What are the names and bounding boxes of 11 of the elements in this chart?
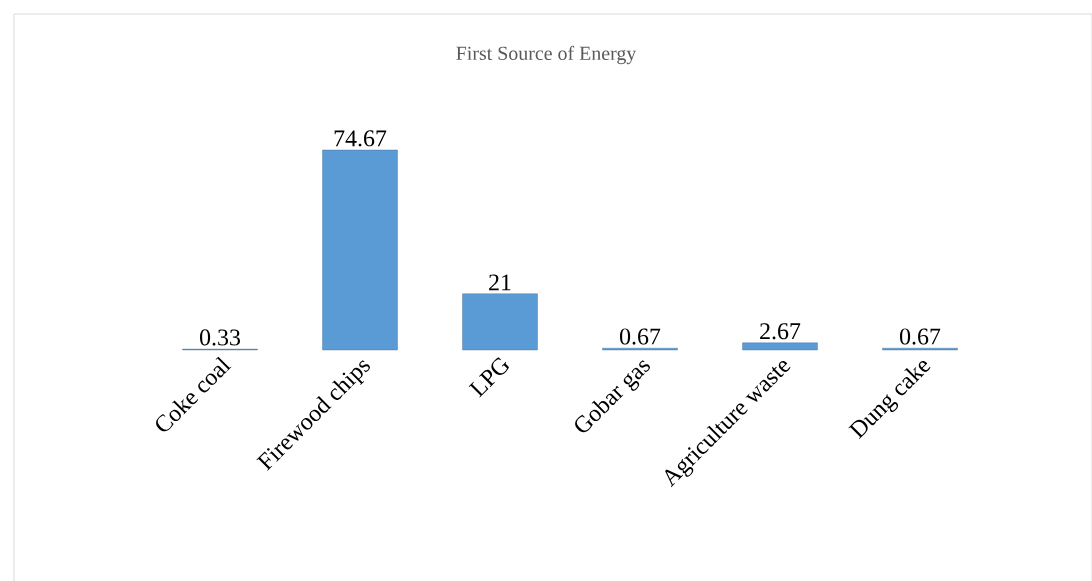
data-label: 0.33 xyxy=(200,329,240,346)
bar xyxy=(322,149,398,351)
data-label: 0.67 xyxy=(899,328,941,345)
bar xyxy=(742,342,818,351)
bar xyxy=(462,293,538,351)
x-tick-label: Coke coal xyxy=(156,356,232,432)
data-label: 74.67 xyxy=(334,130,387,147)
data-label: 2.67 xyxy=(760,323,801,340)
data-label: 0.67 xyxy=(619,328,661,345)
data-label: 21 xyxy=(489,274,511,291)
chart-title: First Source of Energy xyxy=(456,45,637,65)
